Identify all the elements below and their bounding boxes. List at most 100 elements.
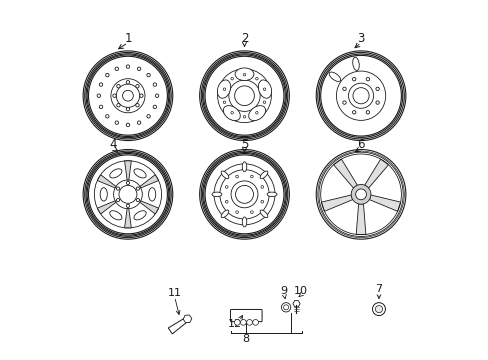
- Ellipse shape: [260, 171, 267, 179]
- Circle shape: [137, 121, 141, 124]
- Circle shape: [350, 184, 370, 204]
- Circle shape: [255, 112, 258, 114]
- Polygon shape: [368, 195, 400, 211]
- Text: 6: 6: [357, 138, 364, 150]
- Circle shape: [366, 77, 369, 81]
- Circle shape: [246, 319, 252, 325]
- Circle shape: [204, 56, 284, 135]
- Text: 8: 8: [242, 334, 249, 344]
- Ellipse shape: [221, 210, 228, 218]
- Ellipse shape: [212, 192, 222, 197]
- Circle shape: [97, 94, 101, 98]
- Circle shape: [136, 85, 139, 88]
- Circle shape: [235, 175, 238, 178]
- Polygon shape: [168, 317, 188, 334]
- Circle shape: [223, 101, 225, 103]
- Ellipse shape: [242, 162, 246, 172]
- Circle shape: [225, 201, 227, 203]
- Circle shape: [146, 73, 150, 77]
- Text: 3: 3: [357, 32, 364, 45]
- Circle shape: [223, 88, 225, 90]
- Circle shape: [115, 67, 118, 71]
- Text: 5: 5: [240, 138, 248, 150]
- Text: 11: 11: [167, 288, 181, 298]
- FancyBboxPatch shape: [230, 310, 262, 321]
- Circle shape: [126, 81, 129, 84]
- Circle shape: [352, 111, 355, 114]
- Circle shape: [318, 152, 403, 237]
- Circle shape: [116, 198, 120, 202]
- Ellipse shape: [248, 105, 265, 121]
- Circle shape: [372, 303, 385, 316]
- Polygon shape: [321, 195, 352, 211]
- Ellipse shape: [109, 211, 122, 220]
- Circle shape: [243, 116, 245, 118]
- Circle shape: [348, 83, 373, 108]
- Polygon shape: [97, 175, 116, 188]
- Circle shape: [263, 88, 265, 90]
- Circle shape: [153, 105, 156, 109]
- Circle shape: [234, 86, 254, 105]
- Polygon shape: [355, 204, 365, 234]
- Circle shape: [153, 83, 156, 86]
- Circle shape: [119, 185, 137, 203]
- Circle shape: [105, 114, 109, 118]
- Circle shape: [136, 187, 139, 190]
- Polygon shape: [124, 161, 131, 180]
- Text: 1: 1: [124, 32, 131, 45]
- Circle shape: [99, 83, 102, 86]
- Circle shape: [99, 105, 102, 109]
- Circle shape: [243, 73, 245, 76]
- Circle shape: [261, 186, 263, 188]
- Ellipse shape: [223, 105, 240, 121]
- Ellipse shape: [260, 210, 267, 218]
- Polygon shape: [97, 201, 116, 214]
- Circle shape: [126, 65, 129, 68]
- Circle shape: [111, 79, 144, 113]
- Circle shape: [126, 181, 129, 184]
- Circle shape: [117, 104, 120, 107]
- Ellipse shape: [258, 80, 271, 98]
- Circle shape: [88, 56, 167, 135]
- Circle shape: [136, 198, 139, 202]
- Circle shape: [204, 155, 284, 234]
- Circle shape: [250, 211, 253, 213]
- Ellipse shape: [134, 211, 146, 220]
- Circle shape: [230, 181, 258, 208]
- Circle shape: [342, 87, 346, 91]
- Circle shape: [235, 211, 238, 213]
- Polygon shape: [364, 159, 387, 188]
- Circle shape: [113, 180, 142, 209]
- Circle shape: [250, 175, 253, 178]
- Circle shape: [116, 187, 120, 190]
- Circle shape: [263, 101, 265, 103]
- Text: 4: 4: [110, 138, 117, 150]
- Ellipse shape: [235, 68, 253, 81]
- Circle shape: [126, 204, 129, 207]
- Circle shape: [283, 305, 288, 310]
- Ellipse shape: [242, 217, 246, 227]
- Circle shape: [105, 73, 109, 77]
- Ellipse shape: [100, 188, 107, 201]
- Text: 2: 2: [240, 32, 248, 45]
- Circle shape: [234, 319, 240, 325]
- Text: 9: 9: [280, 286, 287, 296]
- Circle shape: [117, 85, 120, 88]
- Circle shape: [281, 303, 290, 312]
- Circle shape: [240, 319, 246, 325]
- Circle shape: [225, 186, 227, 188]
- Circle shape: [136, 104, 139, 107]
- Circle shape: [320, 55, 401, 136]
- Polygon shape: [333, 159, 357, 188]
- Circle shape: [146, 114, 150, 118]
- Circle shape: [126, 108, 129, 111]
- Circle shape: [261, 201, 263, 203]
- Ellipse shape: [217, 80, 230, 98]
- Text: 10: 10: [294, 286, 307, 296]
- Polygon shape: [183, 315, 191, 323]
- Ellipse shape: [221, 171, 228, 179]
- Circle shape: [230, 112, 233, 114]
- Circle shape: [122, 90, 133, 101]
- Text: 7: 7: [375, 284, 382, 294]
- Circle shape: [342, 101, 346, 104]
